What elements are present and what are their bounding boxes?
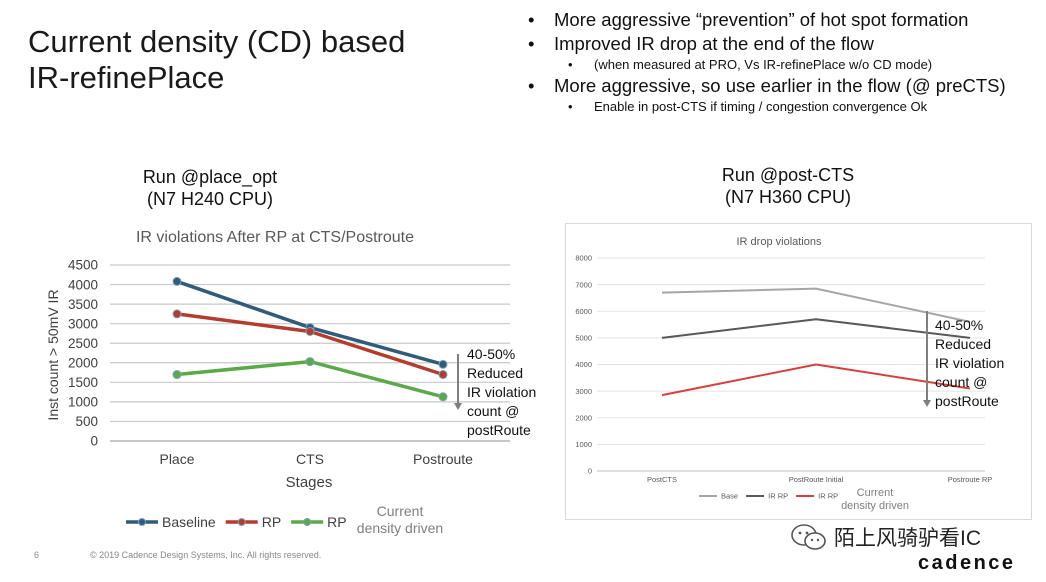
annotation-line: postRoute bbox=[935, 393, 999, 409]
data-point bbox=[438, 392, 448, 402]
y-tick-label: 2000 bbox=[68, 356, 98, 371]
y-tick-label: 4000 bbox=[68, 277, 98, 292]
y-tick-label: 500 bbox=[75, 414, 98, 429]
legend-label: RP bbox=[262, 514, 281, 530]
series-line bbox=[176, 279, 444, 367]
data-point bbox=[172, 370, 182, 380]
sub-bullet-item: Enable in post-CTS if timing / congestio… bbox=[528, 98, 1043, 116]
chart-title: IR drop violations bbox=[737, 236, 822, 248]
legend-label: Baseline bbox=[162, 514, 216, 530]
copyright-text: © 2019 Cadence Design Systems, Inc. All … bbox=[90, 550, 322, 560]
y-tick-label: 3000 bbox=[575, 387, 592, 396]
data-point bbox=[438, 359, 448, 369]
y-tick-label: 3500 bbox=[68, 297, 98, 312]
y-tick-label: 2500 bbox=[68, 336, 98, 351]
reduction-arrow-head bbox=[923, 400, 931, 407]
x-tick-label: CTS bbox=[296, 451, 324, 467]
y-tick-label: 8000 bbox=[575, 254, 592, 263]
annotation-line: IR violation bbox=[935, 355, 1005, 371]
data-point bbox=[438, 370, 448, 380]
x-axis-label: Stages bbox=[286, 474, 333, 491]
reduction-arrow-head bbox=[454, 403, 462, 410]
title-line-2: IR-refinePlace bbox=[28, 60, 225, 95]
left-annotation: 40-50% Reduced IR violation count @ post… bbox=[467, 345, 536, 440]
y-tick-label: 4000 bbox=[575, 360, 592, 369]
slide-title: Current density (CD) based IR-refinePlac… bbox=[28, 24, 405, 96]
annotation-line: count @ bbox=[467, 403, 520, 419]
right-annotation: 40-50% Reduced IR violation count @ post… bbox=[935, 316, 1004, 411]
annotation-line: 40-50% bbox=[935, 317, 984, 333]
y-tick-label: 3000 bbox=[68, 316, 98, 331]
data-point bbox=[172, 276, 182, 286]
y-tick-label: 4500 bbox=[68, 258, 98, 273]
cadence-logo: cadence bbox=[918, 552, 1016, 574]
y-tick-label: 0 bbox=[90, 434, 98, 449]
legend-note-line2: density driven bbox=[841, 500, 909, 512]
left-run-heading-line1: Run @place_opt bbox=[142, 167, 278, 187]
right-chart: IR drop violations 0 1000 2000 3000 4000 5000 6… bbox=[575, 236, 993, 512]
annotation-line: postRoute bbox=[467, 422, 531, 438]
sub-bullet-item: (when measured at PRO, Vs IR-refinePlace… bbox=[528, 56, 1043, 74]
legend-note-line1: Current bbox=[377, 503, 424, 519]
series-line bbox=[661, 363, 971, 397]
y-tick-label: 6000 bbox=[575, 307, 592, 316]
y-tick-label: 1000 bbox=[575, 440, 592, 449]
bullet-item: Improved IR drop at the end of the flow bbox=[528, 32, 1043, 56]
y-tick-label: 0 bbox=[588, 467, 592, 476]
y-tick-label: 1000 bbox=[68, 395, 98, 410]
bullet-item: More aggressive “prevention” of hot spot… bbox=[528, 8, 1043, 32]
bullet-item: More aggressive, so use earlier in the f… bbox=[528, 74, 1043, 98]
legend-label: Base bbox=[721, 492, 738, 501]
left-run-heading-line2: (N7 H240 CPU) bbox=[146, 189, 274, 209]
x-tick-label: Postroute RP bbox=[948, 475, 993, 484]
annotation-line: IR violation bbox=[467, 384, 537, 400]
legend-label: IR RP bbox=[768, 492, 788, 501]
annotation-line: count @ bbox=[935, 374, 988, 390]
legend-marker bbox=[138, 518, 146, 526]
legend-note-line1: Current bbox=[857, 487, 894, 499]
legend-label: RP bbox=[327, 514, 346, 530]
series-line bbox=[176, 359, 444, 399]
data-point bbox=[172, 309, 182, 319]
title-line-1: Current density (CD) based bbox=[28, 24, 406, 59]
annotation-line: Reduced bbox=[467, 365, 524, 381]
wechat-icon bbox=[791, 524, 826, 550]
right-run-heading: Run @post-CTS (N7 H360 CPU) bbox=[688, 164, 888, 208]
data-point bbox=[305, 326, 315, 336]
y-tick-label: 2000 bbox=[575, 413, 592, 422]
series-line bbox=[661, 318, 971, 339]
annotation-line: 40-50% bbox=[467, 346, 516, 362]
chart-title: IR violations After RP at CTS/Postroute bbox=[136, 229, 414, 246]
x-tick-label: PostCTS bbox=[647, 475, 677, 484]
legend-label: IR RP bbox=[818, 492, 838, 501]
y-tick-label: 7000 bbox=[575, 280, 592, 289]
right-run-heading-line2: (N7 H360 CPU) bbox=[724, 187, 852, 207]
x-tick-label: Postroute bbox=[413, 451, 473, 467]
y-axis-label: Inst count > 50mV IR bbox=[45, 289, 61, 420]
right-run-heading-line1: Run @post-CTS bbox=[721, 165, 855, 185]
annotation-line: Reduced bbox=[935, 336, 992, 352]
left-run-heading: Run @place_opt (N7 H240 CPU) bbox=[110, 166, 310, 210]
y-tick-label: 5000 bbox=[575, 334, 592, 343]
wechat-watermark: 陌上风骑驴看IC bbox=[790, 522, 981, 552]
page-number: 6 bbox=[34, 550, 40, 560]
x-tick-label: PostRoute Initial bbox=[789, 475, 844, 484]
legend-marker bbox=[303, 518, 312, 526]
bullet-list: More aggressive “prevention” of hot spot… bbox=[528, 8, 1043, 116]
legend-note-line2: density driven bbox=[357, 520, 443, 536]
data-point bbox=[305, 357, 315, 367]
x-tick-label: Place bbox=[159, 451, 194, 467]
y-tick-label: 1500 bbox=[68, 375, 98, 390]
watermark-text: 陌上风骑驴看IC bbox=[834, 527, 981, 550]
legend-marker bbox=[237, 518, 246, 526]
left-chart: IR violations After RP at CTS/Postroute 0… bbox=[45, 229, 510, 536]
series-line bbox=[661, 287, 971, 323]
